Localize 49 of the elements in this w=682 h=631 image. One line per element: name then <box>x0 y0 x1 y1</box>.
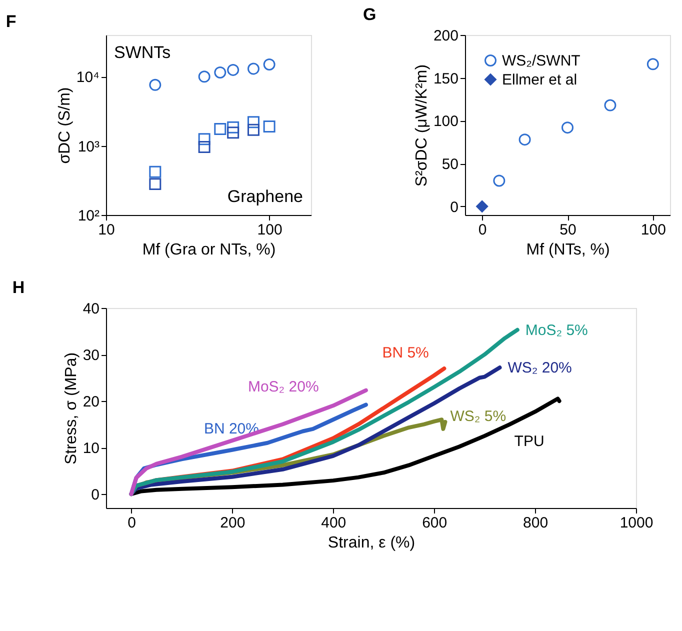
y-tick-label: 50 <box>442 156 458 174</box>
y-tick-label: 100 <box>433 113 458 130</box>
y-axis-title: S²σDC (μW/K²m) <box>413 64 430 187</box>
series-label: MoS₂ 5% <box>525 322 588 339</box>
legend-label: Ellmer et al <box>502 72 578 88</box>
point <box>518 134 531 146</box>
y-tick-label: 0 <box>91 486 100 504</box>
x-tick-label: 100 <box>257 222 282 238</box>
x-tick-label: 0 <box>128 514 136 532</box>
y-tick-label: 10 <box>82 440 100 458</box>
x-tick-label: 200 <box>220 514 246 532</box>
point <box>493 174 506 187</box>
series-label: MoS₂ 20% <box>248 378 319 396</box>
x-tick-label: 400 <box>321 514 346 532</box>
series-label: WS₂ 5% <box>450 408 506 425</box>
x-tick-label: 50 <box>560 222 576 238</box>
x-axis-title: Mf (Gra or NTs, %) <box>142 242 276 258</box>
y-tick-label: 30 <box>82 347 100 364</box>
annotation: Graphene <box>227 187 303 206</box>
chart-title: H <box>12 278 25 297</box>
y-tick-label: 10³ <box>78 138 100 156</box>
x-tick-label: 800 <box>523 514 548 532</box>
y-tick-label: 200 <box>433 28 458 44</box>
legend-label: WS₂/SWNT <box>502 52 580 70</box>
series-label: TPU <box>514 433 544 450</box>
series-label: WS₂ 20% <box>508 360 572 377</box>
x-tick-label: 600 <box>422 514 448 532</box>
annotation: SWNTs <box>114 43 171 62</box>
point <box>646 58 659 70</box>
y-tick-label: 150 <box>433 70 458 88</box>
series-label: BN 5% <box>382 344 429 362</box>
y-tick-label: 10² <box>78 208 100 224</box>
x-tick-label: 1000 <box>620 514 654 532</box>
y-axis-title: Stress, σ (MPa) <box>62 352 80 465</box>
x-tick-label: 10 <box>98 222 115 238</box>
point <box>604 99 616 112</box>
chart-title: G <box>362 5 376 24</box>
point <box>562 122 574 134</box>
y-tick-label: 40 <box>82 300 100 318</box>
point <box>476 200 488 212</box>
x-tick-label: 0 <box>478 222 487 238</box>
x-axis-title: Strain, ε (%) <box>328 534 416 552</box>
y-tick-label: 0 <box>450 198 458 216</box>
x-axis-title: Mf (NTs, %) <box>526 242 610 258</box>
y-tick-label: 10⁴ <box>76 69 100 86</box>
x-tick-label: 100 <box>640 222 666 238</box>
y-axis-title: σDC (S/m) <box>56 87 74 164</box>
chart-title: F <box>6 12 16 31</box>
y-tick-label: 20 <box>82 394 100 411</box>
